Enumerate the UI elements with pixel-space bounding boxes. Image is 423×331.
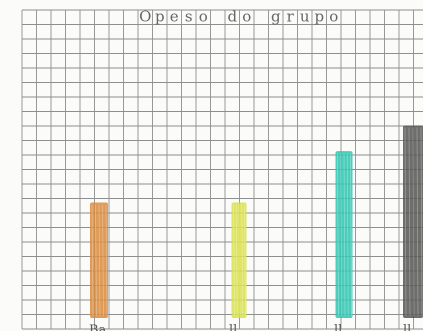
bar-texture xyxy=(337,153,339,317)
title-letter: o xyxy=(329,8,338,26)
bar-texture xyxy=(416,127,419,317)
bar-texture xyxy=(244,204,246,317)
bar-texture xyxy=(235,204,238,317)
bar-texture xyxy=(238,204,241,317)
title-letter: s xyxy=(185,8,193,26)
title-letter: o xyxy=(199,8,208,26)
x-label-2: ll xyxy=(229,323,237,331)
bar-1 xyxy=(90,202,108,318)
bar-texture xyxy=(233,204,235,317)
bar-texture xyxy=(350,153,352,317)
bar-4 xyxy=(403,125,423,318)
bar-texture xyxy=(346,153,349,317)
x-label-1: Ba xyxy=(89,323,107,331)
bar-texture xyxy=(95,204,97,317)
bar-texture xyxy=(98,204,101,317)
bar-2 xyxy=(231,202,247,318)
bar-texture xyxy=(241,204,244,317)
bar-texture xyxy=(105,204,108,317)
bar-texture xyxy=(412,127,415,317)
title-letter: p xyxy=(314,8,324,26)
bar-texture xyxy=(420,127,423,317)
title-letter: o xyxy=(242,8,251,26)
grid xyxy=(21,9,423,330)
title-letter: e xyxy=(170,8,179,26)
bar-texture xyxy=(102,204,104,317)
x-labels: Ba ll ll ll xyxy=(89,323,411,331)
bar-texture xyxy=(343,153,346,317)
bar-texture xyxy=(408,127,411,317)
bar-texture xyxy=(91,204,94,317)
title-letter: r xyxy=(287,8,295,26)
title-letter: p xyxy=(155,8,165,26)
x-label-3: ll xyxy=(334,323,342,331)
title-letter: d xyxy=(227,8,237,26)
bar-texture xyxy=(340,153,343,317)
title-letter: u xyxy=(300,8,310,26)
title-letter: O xyxy=(139,8,151,26)
title-letter: g xyxy=(271,8,281,26)
bar-texture xyxy=(404,127,407,317)
bar-3 xyxy=(335,151,353,318)
bars xyxy=(90,125,423,318)
x-label-4: ll xyxy=(403,323,411,331)
